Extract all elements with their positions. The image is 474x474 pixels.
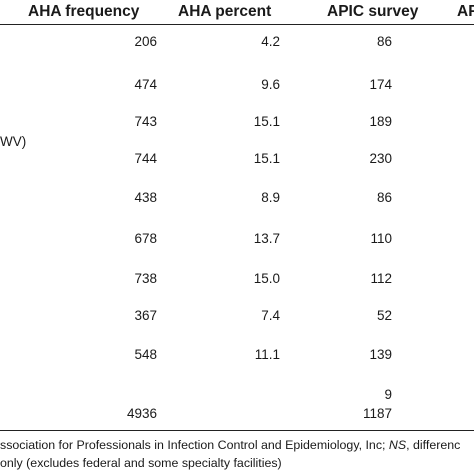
footnote-line: ssociation for Professionals in Infectio… [0,437,460,453]
table-cell: 738 [134,271,157,286]
column-header-aha-frequency: AHA frequency [28,3,140,20]
table-cell: 110 [370,231,392,246]
table-cell: 367 [134,308,157,323]
table-cell: 15.0 [253,271,280,286]
footnote-line: only (excludes federal and some specialt… [0,456,282,470]
table-cell: 86 [376,34,392,49]
table-cell: 9.6 [261,77,280,92]
column-header-aha-percent: AHA percent [178,3,272,20]
table-cell: 86 [376,190,392,205]
footnote-text: , differenc [406,438,461,452]
row-label-fragment: WV) [0,134,27,149]
header-rule [0,24,474,25]
table-cell: 8.9 [261,190,280,205]
column-header-apic-survey: APIC survey [327,3,419,20]
total-cell: 1187 [362,406,392,421]
table-cell: 139 [369,347,392,362]
table-cell: 474 [134,77,157,92]
column-header-partial: AF [457,3,474,20]
table-cell: 9 [384,387,392,402]
table-cell: 4.2 [261,34,280,49]
table-cell: 15.1 [253,151,280,166]
table-cell: 13.7 [253,231,280,246]
table-cell: 230 [369,151,392,166]
table-cell: 548 [134,347,157,362]
table-cell: 52 [376,308,392,323]
table-cell: 678 [134,231,157,246]
footnote-text: ssociation for Professionals in Infectio… [0,438,389,452]
table-cell: 743 [134,114,157,129]
total-cell: 4936 [126,406,157,421]
table-cell: 206 [134,34,157,49]
table-cell: 174 [369,77,392,92]
table-cell: 7.4 [261,308,280,323]
footnote-abbreviation: NS [388,438,407,452]
footer-rule [0,430,474,431]
table-cell: 11.1 [254,347,280,362]
table-cell: 189 [369,114,392,129]
table-cell: 744 [134,151,157,166]
table-cell: 15.1 [253,114,280,129]
table-cell: 112 [370,271,392,286]
table-cell: 438 [134,190,157,205]
